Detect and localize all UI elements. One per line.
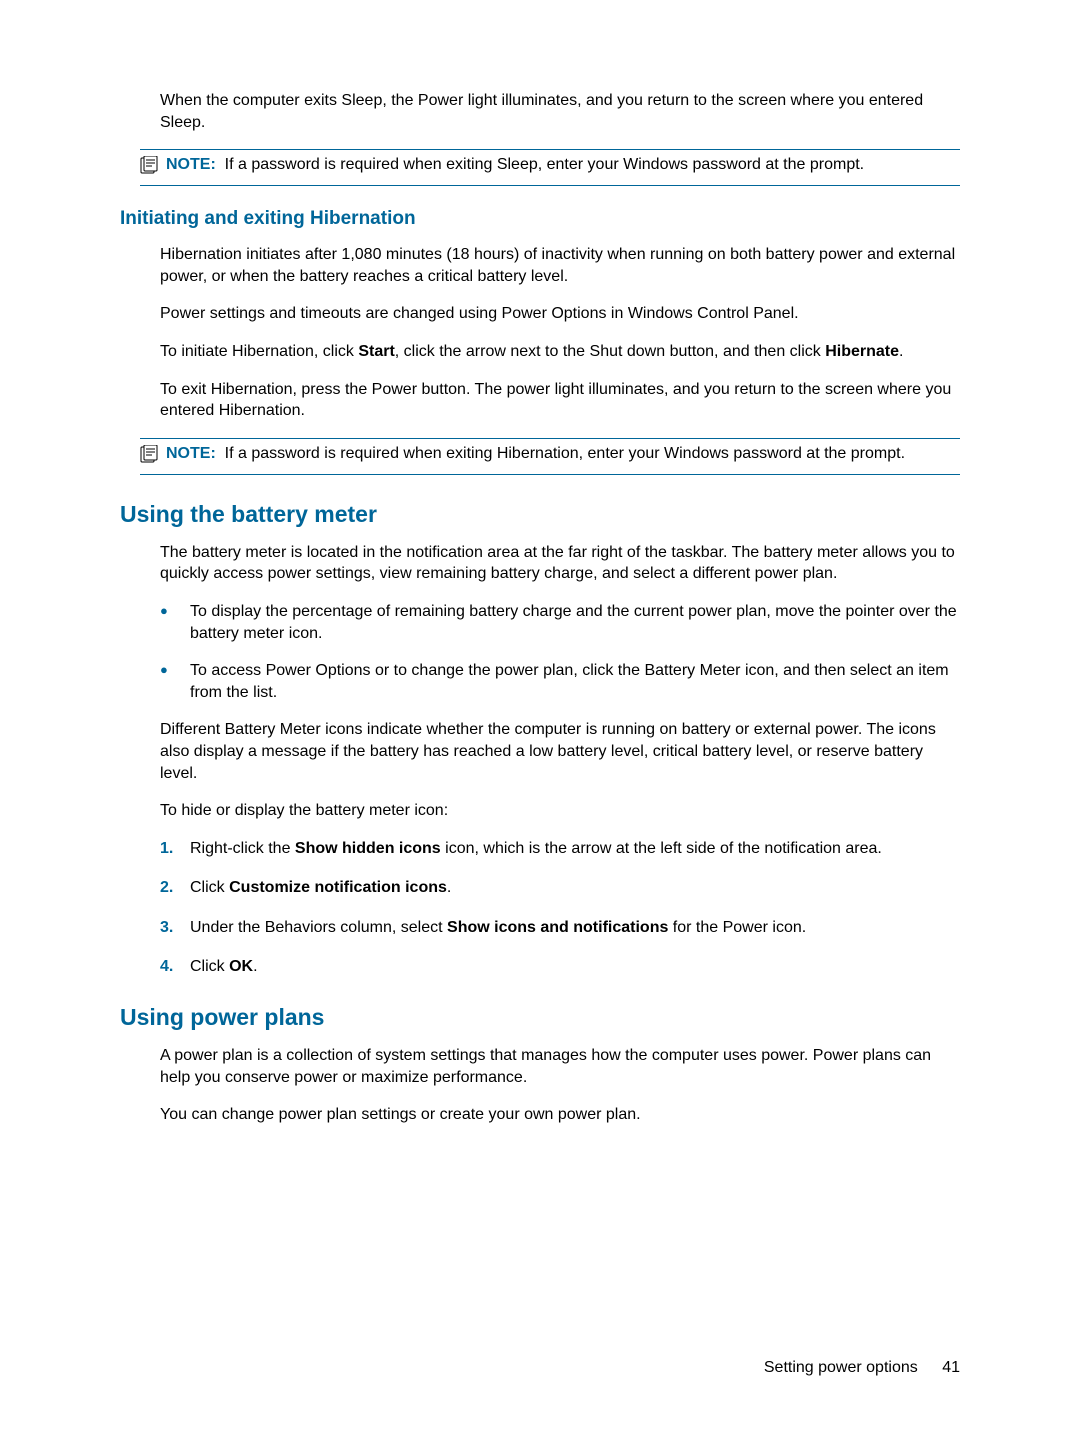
note-label: NOTE: [166,156,216,173]
hibernation-p1: Hibernation initiates after 1,080 minute… [160,244,960,287]
step-number: 4. [160,956,173,978]
hibernation-p2: Power settings and timeouts are changed … [160,303,960,325]
battery-p3: To hide or display the battery meter ico… [160,800,960,822]
bold-show-icons-notifications: Show icons and notifications [447,919,668,936]
note-icon [140,156,158,179]
text-fragment: . [899,343,903,360]
list-item: To access Power Options or to change the… [160,660,960,703]
step-number: 3. [160,917,173,939]
battery-p1: The battery meter is located in the noti… [160,542,960,585]
note-body: If a password is required when exiting H… [225,445,905,462]
text-fragment: . [253,958,257,975]
list-item: 2. Click Customize notification icons. [160,877,960,899]
bold-show-hidden-icons: Show hidden icons [295,840,441,857]
note-label: NOTE: [166,445,216,462]
list-item: 3. Under the Behaviors column, select Sh… [160,917,960,939]
battery-bullet-list: To display the percentage of remaining b… [160,601,960,703]
page-footer: Setting power options 41 [764,1359,960,1377]
battery-steps-list: 1. Right-click the Show hidden icons ico… [160,838,960,978]
text-fragment: for the Power icon. [668,919,806,936]
step-number: 1. [160,838,173,860]
text-fragment: icon, which is the arrow at the left sid… [441,840,882,857]
text-fragment: Under the Behaviors column, select [190,919,447,936]
text-fragment: Right-click the [190,840,295,857]
note-sleep-password: NOTE: If a password is required when exi… [140,149,960,186]
note-body: If a password is required when exiting S… [225,156,864,173]
hibernation-p4: To exit Hibernation, press the Power but… [160,379,960,422]
text-fragment: Click [190,879,229,896]
footer-page-number: 41 [942,1359,960,1376]
bold-hibernate: Hibernate [825,343,899,360]
heading-hibernation: Initiating and exiting Hibernation [120,208,960,230]
power-plans-p2: You can change power plan settings or cr… [160,1104,960,1126]
power-plans-p1: A power plan is a collection of system s… [160,1045,960,1088]
bold-start: Start [358,343,394,360]
note-text: NOTE: If a password is required when exi… [166,443,905,465]
note-text: NOTE: If a password is required when exi… [166,154,864,176]
document-page: When the computer exits Sleep, the Power… [0,0,1080,1437]
step-number: 2. [160,877,173,899]
text-fragment: To initiate Hibernation, click [160,343,358,360]
bold-ok: OK [229,958,253,975]
list-item: To display the percentage of remaining b… [160,601,960,644]
heading-battery-meter: Using the battery meter [120,501,960,528]
heading-power-plans: Using power plans [120,1004,960,1031]
text-fragment: Click [190,958,229,975]
bold-customize-notification: Customize notification icons [229,879,447,896]
battery-p2: Different Battery Meter icons indicate w… [160,719,960,784]
list-item: 1. Right-click the Show hidden icons ico… [160,838,960,860]
text-fragment: , click the arrow next to the Shut down … [395,343,825,360]
note-icon [140,445,158,468]
note-hibernation-password: NOTE: If a password is required when exi… [140,438,960,475]
text-fragment: . [447,879,451,896]
footer-chapter: Setting power options [764,1359,918,1376]
intro-paragraph: When the computer exits Sleep, the Power… [160,90,960,133]
hibernation-p3: To initiate Hibernation, click Start, cl… [160,341,960,363]
list-item: 4. Click OK. [160,956,960,978]
